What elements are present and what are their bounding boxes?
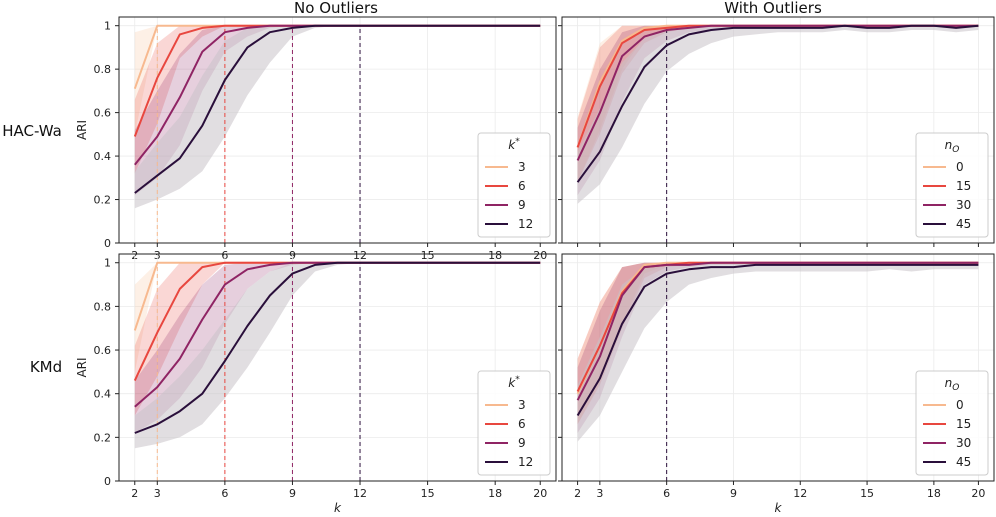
legend-frame [477,370,551,476]
ytick-label-5: 1 [104,257,111,270]
band-30 [577,25,979,196]
legend-frame [915,132,989,238]
ytick-label-2: 0.4 [94,388,112,401]
xtick-label-3: 3 [154,487,161,500]
band-30 [577,262,979,433]
xtick-label-20: 20 [533,487,547,500]
xtick-label-9: 9 [730,487,737,500]
band-6 [134,262,541,416]
band-6 [134,25,541,174]
band-0 [577,25,979,183]
legend-label-3: 3 [518,160,526,174]
series-line-45 [576,263,979,417]
row-label-kmd: KMd [30,358,62,376]
series-line-30 [576,261,979,401]
panel-frame [118,253,557,482]
xtick-label-2: 2 [574,487,581,500]
legend-label-0: 0 [956,160,964,174]
legend-label-45: 45 [956,217,971,231]
legend-frame [915,370,989,476]
legend-label-9: 9 [518,198,526,212]
ylabel: ARI [75,120,89,140]
ytick-label-3: 0.6 [94,107,112,120]
xtick-label-18: 18 [488,487,502,500]
xtick-label-15: 15 [421,487,435,500]
legend-label-9: 9 [518,436,526,450]
band-12 [134,25,541,209]
xtick-label-15: 15 [860,487,874,500]
legend-label-45: 45 [956,455,971,469]
panel-frame [118,16,557,244]
xtick-label-3: 3 [596,487,603,500]
panel-3: 2 3 6 9 12 15 18 20 k nO 0 15 30 45 [558,253,995,515]
panel-2: 2 3 6 9 12 15 18 20 0 0.2 0.4 0.6 0.8 1 ARI k k* 3 6 9 12 [75,253,557,515]
legend-label-12: 12 [518,217,533,231]
xtick-label-9: 9 [289,487,296,500]
ytick-label-0: 0 [104,237,111,250]
xlabel: k [334,501,342,515]
legend: k* 3 6 9 12 [477,132,551,238]
legend-title: k* [508,137,520,152]
panel-1: nO 0 15 30 45 [558,16,995,247]
ytick-label-4: 0.8 [94,63,112,76]
legend-label-12: 12 [518,455,533,469]
legend-title: nO [945,376,960,393]
ytick-label-2: 0.4 [94,150,112,163]
legend-title: nO [945,138,960,155]
legend-title: k* [508,375,520,390]
series-line-45 [576,24,979,183]
xtick-label-12: 12 [353,487,367,500]
ytick-label-0: 0 [104,475,111,488]
xtick-label-6: 6 [221,487,228,500]
ytick-label-1: 0.2 [94,194,112,207]
col-title-with-outliers: With Outliers [724,0,822,17]
xtick-label-20: 20 [971,487,985,500]
row-label-hac-wa: HAC-Wa [2,122,62,140]
legend-label-6: 6 [518,179,526,193]
legend-label-15: 15 [956,417,971,431]
ytick-label-1: 0.2 [94,431,112,444]
band-15 [577,262,979,425]
band-0 [577,262,979,425]
ylabel: ARI [75,357,89,377]
ytick-label-4: 0.8 [94,300,112,313]
xtick-label-2: 2 [131,487,138,500]
panel-frame [561,16,995,244]
ytick-label-5: 1 [104,20,111,33]
legend: nO 0 15 30 45 [915,370,989,476]
legend-label-15: 15 [956,179,971,193]
band-12 [134,262,541,449]
ytick-label-3: 0.6 [94,344,112,357]
series-line-12 [134,24,541,194]
series-line-12 [134,261,541,434]
band-15 [577,25,979,183]
panel-frame [561,253,995,482]
legend-label-30: 30 [956,436,971,450]
xtick-label-12: 12 [793,487,807,500]
legend-label-30: 30 [956,198,971,212]
panels: 2 3 6 9 12 15 18 2000.20.40.60.81ARIk*36912nO01… [75,16,995,515]
xtick-label-6: 6 [663,487,670,500]
legend-label-0: 0 [956,398,964,412]
col-title-no-outliers: No Outliers [294,0,378,17]
legend-label-6: 6 [518,417,526,431]
legend-frame [477,132,551,238]
xlabel: k [775,501,783,515]
legend-label-3: 3 [518,398,526,412]
xtick-label-18: 18 [927,487,941,500]
legend: k* 3 6 9 12 [477,370,551,476]
legend: nO 0 15 30 45 [915,132,989,238]
